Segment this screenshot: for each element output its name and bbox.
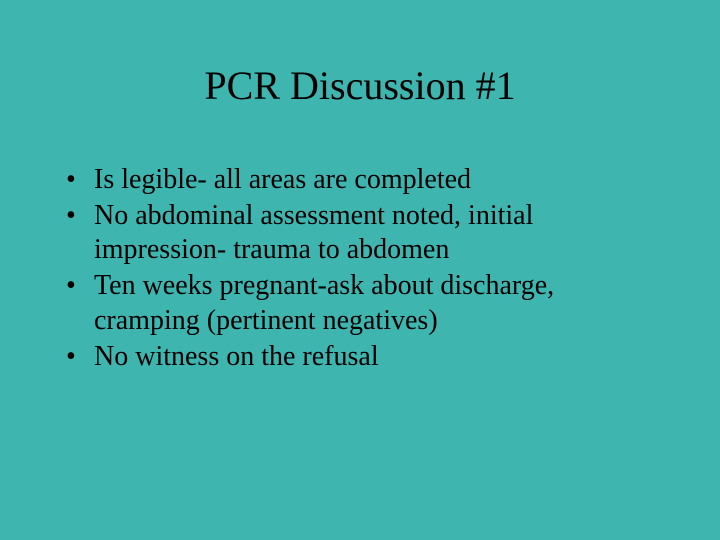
slide: PCR Discussion #1 Is legible- all areas …: [0, 0, 720, 540]
bullet-list: Is legible- all areas are completed No a…: [0, 109, 720, 374]
list-item: Is legible- all areas are completed: [60, 163, 660, 197]
list-item: No abdominal assessment noted, initial i…: [60, 199, 660, 267]
slide-title: PCR Discussion #1: [0, 0, 720, 109]
list-item: No witness on the refusal: [60, 340, 660, 374]
list-item: Ten weeks pregnant-ask about discharge, …: [60, 269, 660, 337]
